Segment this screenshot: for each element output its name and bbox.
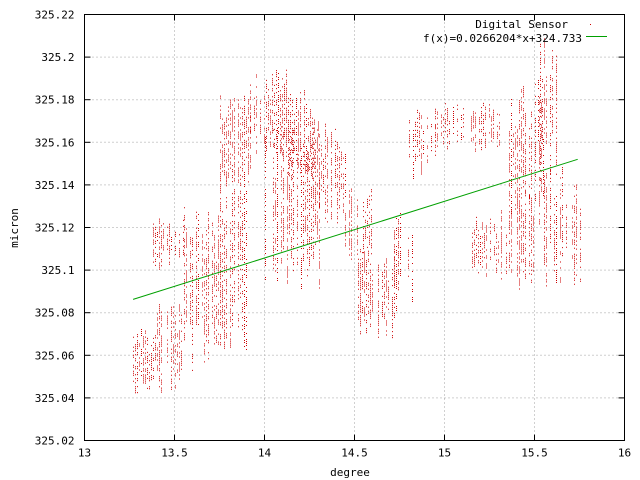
x-tick-label: 14 xyxy=(258,447,272,460)
tick-marks xyxy=(84,14,625,441)
x-tick-label: 15 xyxy=(438,447,451,460)
y-tick-label: 325.22 xyxy=(35,9,75,22)
y-tick-label: 325.2 xyxy=(41,51,74,64)
y-tick-label: 325.02 xyxy=(35,435,75,448)
y-tick-label: 325.16 xyxy=(35,136,75,149)
sensor-point-cloud xyxy=(133,38,581,394)
legend: Digital Sensor f(x)=0.0266204*x+324.733 xyxy=(423,18,607,45)
y-axis-label: micron xyxy=(8,208,21,248)
y-tick-label: 325.12 xyxy=(35,222,75,235)
sensor-points xyxy=(133,38,581,394)
x-tick-label: 13.5 xyxy=(161,447,188,460)
y-tick-label: 325.1 xyxy=(41,264,74,277)
legend-label-sensor: Digital Sensor xyxy=(475,18,568,31)
y-tick-label: 325.14 xyxy=(35,179,75,192)
y-tick-labels: 325.02 325.04 325.06 325.08 325.1 325.12 325.1… xyxy=(35,9,75,448)
fit-line-layer xyxy=(132,158,578,300)
x-tick-label: 16 xyxy=(618,447,631,460)
x-tick-label: 13 xyxy=(78,447,91,460)
x-tick-label: 14.5 xyxy=(341,447,368,460)
x-axis-label: degree xyxy=(330,466,370,479)
grid-lines xyxy=(84,14,625,441)
x-tick-labels: 13 13.5 14 14.5 15 15.5 16 xyxy=(78,447,631,460)
y-tick-label: 325.18 xyxy=(35,94,75,107)
fit-line xyxy=(132,158,578,300)
y-tick-label: 325.06 xyxy=(35,349,75,362)
legend-label-fit: f(x)=0.0266204*x+324.733 xyxy=(423,32,582,45)
x-tick-label: 15.5 xyxy=(521,447,548,460)
y-tick-label: 325.08 xyxy=(35,307,75,320)
y-tick-label: 325.04 xyxy=(35,392,75,405)
